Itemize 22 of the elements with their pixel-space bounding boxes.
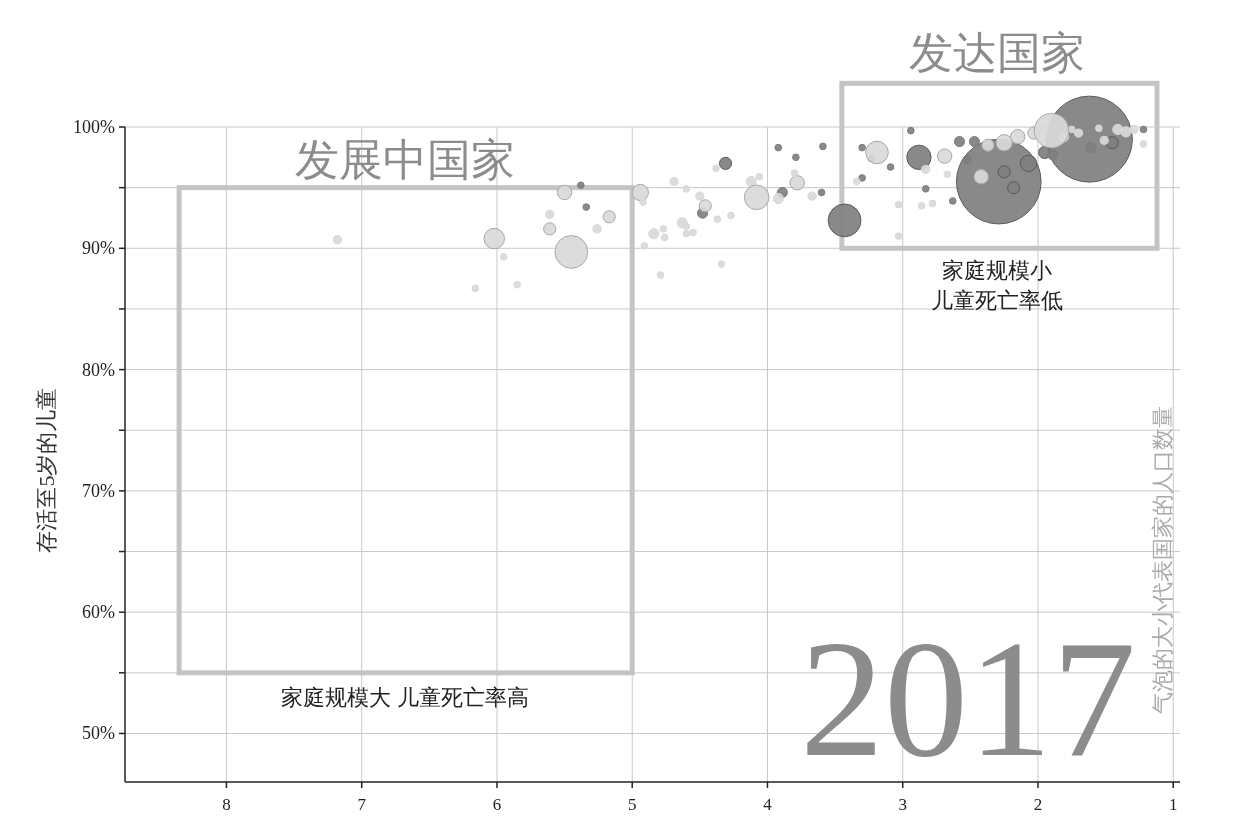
y-axis-title: 存活至5岁的儿童	[34, 387, 59, 553]
x-tick-label: 6	[492, 795, 502, 814]
y-tick-label: 70%	[82, 480, 115, 501]
y-tick-label: 50%	[82, 723, 115, 744]
x-tick-label: 1	[1168, 795, 1178, 814]
x-tick-label: 3	[898, 795, 907, 814]
annotation: 气泡的大小代表国家的人口数量	[1150, 406, 1175, 714]
x-tick-label: 4	[763, 795, 773, 814]
annotation: 儿童死亡率低	[931, 288, 1063, 313]
y-tick-label: 100%	[73, 117, 115, 137]
x-tick-label: 2	[1033, 795, 1043, 814]
annotation: 发展中国家	[295, 135, 515, 184]
annotation: 2017	[800, 605, 1136, 791]
annotation: 家庭规模小	[942, 258, 1052, 283]
y-tick-label: 80%	[82, 359, 115, 380]
x-tick-label: 7	[357, 795, 367, 814]
x-tick-label: 8	[222, 795, 231, 814]
annotation: 家庭规模大 儿童死亡率高	[281, 685, 529, 710]
text: 发达国家	[909, 28, 1085, 77]
y-tick-label: 90%	[82, 238, 115, 259]
y-tick-label: 60%	[82, 602, 115, 623]
x-tick-label: 5	[627, 795, 637, 814]
